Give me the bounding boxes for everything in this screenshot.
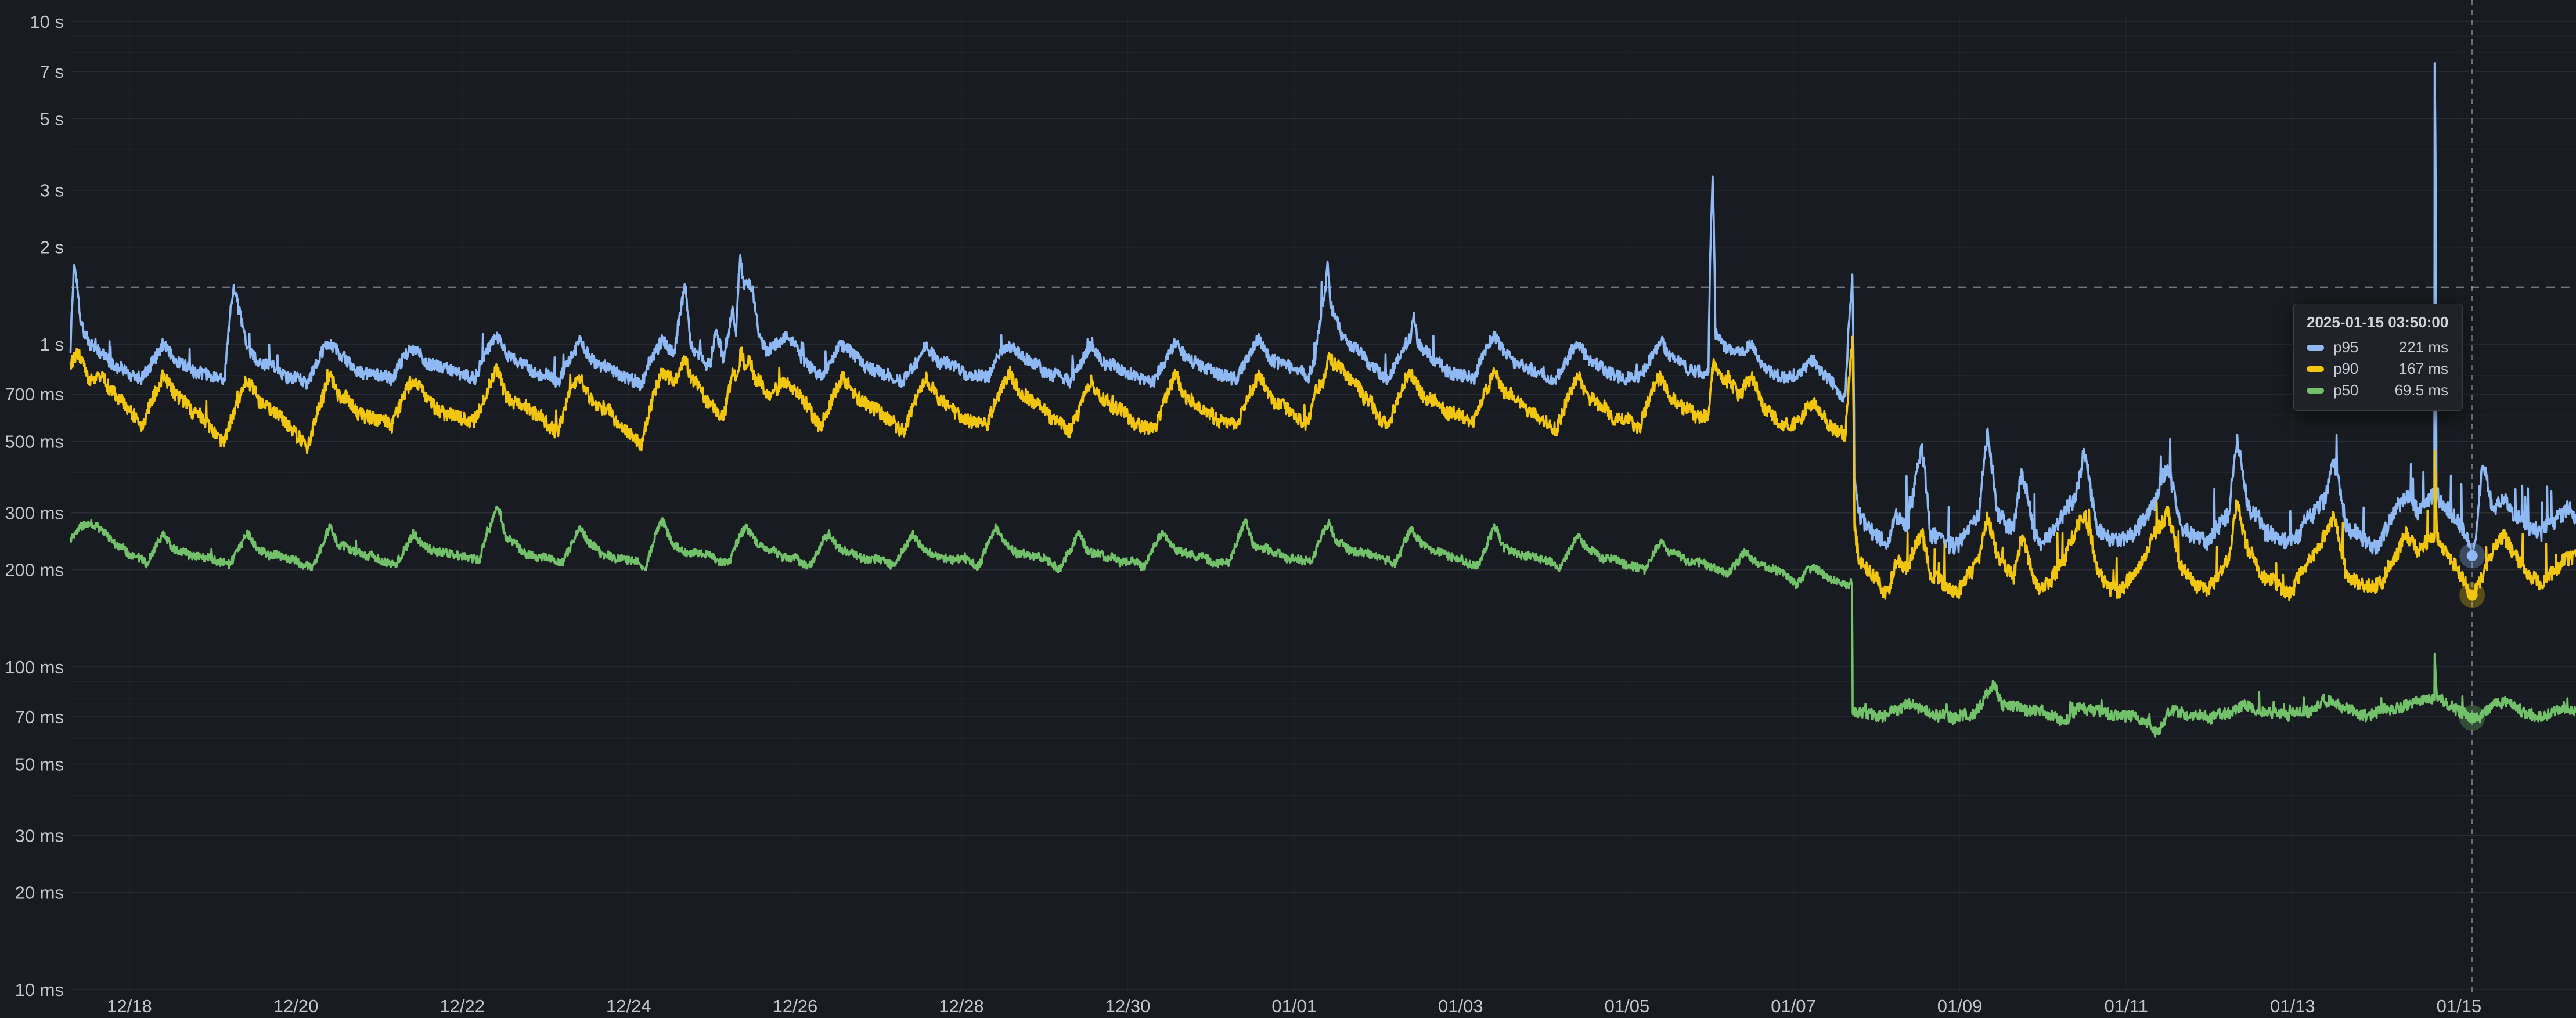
tooltip-row-p95: p95 221 ms — [2307, 337, 2448, 358]
tooltip-series-value: 221 ms — [2398, 338, 2448, 356]
hover-points — [2459, 543, 2485, 731]
x-tick-label: 01/09 — [1937, 996, 1983, 1016]
tooltip-timestamp: 2025-01-15 03:50:00 — [2307, 313, 2449, 331]
y-tick-label: 100 ms — [5, 657, 64, 677]
gridlines-major — [71, 21, 2576, 990]
y-tick-label: 30 ms — [15, 826, 64, 846]
y-tick-label: 10 s — [30, 12, 64, 32]
x-tick-label: 12/22 — [439, 996, 485, 1016]
series-color-pill-p95 — [2307, 344, 2324, 351]
y-tick-label: 700 ms — [5, 384, 64, 405]
series-p90-line[interactable] — [69, 335, 2576, 601]
y-axis-labels: 10 s 7 s 5 s 3 s 2 s 1 s 700 ms 500 ms 300 ms 200… — [5, 12, 64, 1000]
series-color-pill-p50 — [2307, 387, 2324, 394]
y-tick-label: 2 s — [40, 237, 64, 258]
x-axis-labels: 12/18 12/20 12/22 12/24 12/26 12/28 12/30 01/01… — [107, 996, 2481, 1016]
y-tick-label: 500 ms — [5, 431, 64, 452]
x-tick-label: 12/18 — [107, 996, 152, 1016]
x-tick-label: 12/28 — [939, 996, 984, 1016]
y-tick-label: 1 s — [40, 334, 64, 355]
tooltip-series-label: p90 — [2333, 360, 2359, 377]
y-tick-label: 200 ms — [5, 560, 64, 580]
x-tick-label: 12/24 — [606, 996, 651, 1016]
x-tick-label: 01/13 — [2270, 996, 2315, 1016]
hover-point-p95 — [2466, 550, 2478, 561]
y-tick-label: 3 s — [40, 181, 64, 201]
y-tick-label: 10 ms — [15, 980, 64, 1000]
x-tick-label: 12/30 — [1105, 996, 1151, 1016]
x-tick-label: 01/07 — [1771, 996, 1816, 1016]
x-tick-label: 01/11 — [2105, 996, 2148, 1016]
tooltip-row-p90: p90 167 ms — [2307, 358, 2448, 380]
tooltip-row-p50: p50 69.5 ms — [2307, 380, 2448, 401]
series-p50-line[interactable] — [69, 505, 2576, 738]
tooltip-series-value: 69.5 ms — [2394, 381, 2449, 399]
x-tick-label: 12/26 — [773, 996, 818, 1016]
y-tick-label: 7 s — [40, 62, 64, 82]
x-tick-label: 01/03 — [1438, 996, 1483, 1016]
tooltip-rows: p95 221 ms p90 167 ms p50 69.5 ms — [2307, 337, 2448, 401]
gridlines-vertical — [129, 17, 2460, 990]
tooltip-series-label: p50 — [2333, 381, 2359, 399]
hover-tooltip: 2025-01-15 03:50:00 p95 221 ms p90 167 ms p5… — [2293, 304, 2463, 411]
y-tick-label: 20 ms — [15, 883, 64, 903]
x-tick-label: 01/01 — [1271, 996, 1317, 1016]
tooltip-series-value: 167 ms — [2398, 360, 2448, 377]
y-tick-label: 300 ms — [5, 503, 64, 524]
series-color-pill-p90 — [2307, 366, 2324, 372]
y-tick-label: 50 ms — [15, 754, 64, 774]
x-tick-label: 01/15 — [2437, 996, 2482, 1016]
y-tick-label: 70 ms — [15, 707, 64, 727]
hover-point-p90 — [2466, 589, 2478, 601]
tooltip-series-label: p95 — [2333, 338, 2359, 356]
x-tick-label: 01/05 — [1605, 996, 1650, 1016]
series-p95-line[interactable] — [69, 62, 2576, 557]
hover-point-p50 — [2466, 712, 2478, 724]
x-tick-label: 12/20 — [273, 996, 319, 1016]
y-tick-label: 5 s — [40, 109, 64, 129]
